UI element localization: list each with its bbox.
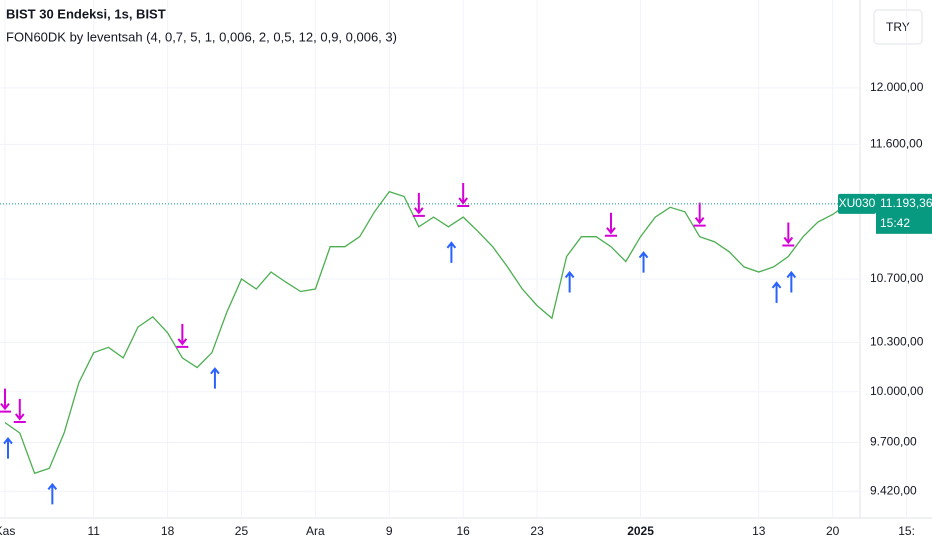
x-tick-label: 2025 bbox=[627, 524, 654, 538]
x-tick-label: 16 bbox=[457, 524, 471, 538]
x-tick-label: 13 bbox=[752, 524, 766, 538]
y-tick-label: 10.300,00 bbox=[870, 335, 924, 349]
y-tick-label: 10.700,00 bbox=[870, 271, 924, 285]
buy-arrow bbox=[47, 482, 58, 505]
x-tick-label: 25 bbox=[235, 524, 249, 538]
buy-arrow bbox=[564, 270, 575, 293]
y-tick-label: 10.000,00 bbox=[870, 384, 924, 398]
symbol-label: XU030 bbox=[839, 196, 876, 210]
sell-arrow bbox=[693, 202, 706, 227]
buy-arrow bbox=[210, 367, 220, 389]
chart-title: BIST 30 Endeksi, 1s, BIST bbox=[6, 6, 166, 21]
sell-arrow bbox=[13, 399, 26, 424]
y-tick-label: 9.700,00 bbox=[870, 435, 917, 449]
buy-arrow bbox=[446, 241, 457, 263]
sell-arrow bbox=[412, 192, 425, 217]
price-tag bbox=[876, 193, 932, 234]
buy-arrow bbox=[786, 270, 797, 293]
y-tick-label: 12.000,00 bbox=[870, 80, 924, 94]
price-line bbox=[4, 190, 848, 475]
last-price-label: 11.193,36 bbox=[880, 196, 932, 210]
indicator-label: FON60DK by leventsah (4, 0,7, 5, 1, 0,00… bbox=[6, 29, 397, 44]
x-tick-label: 18 bbox=[161, 524, 175, 538]
x-tick-label: 11 bbox=[87, 524, 100, 538]
y-tick-label: 11.600,00 bbox=[870, 137, 923, 151]
countdown: 15:42 bbox=[880, 216, 910, 230]
y-tick-label: 9.420,00 bbox=[870, 483, 917, 497]
sell-arrow bbox=[176, 323, 189, 348]
x-tick-label: 15: bbox=[898, 524, 915, 538]
buy-arrow bbox=[771, 281, 782, 303]
sell-arrow bbox=[0, 388, 11, 413]
x-tick-label: 23 bbox=[530, 524, 544, 538]
sell-arrow bbox=[457, 183, 470, 208]
x-tick-label: Kas bbox=[0, 524, 15, 538]
symbol-tag bbox=[838, 193, 876, 214]
sell-arrow bbox=[782, 222, 795, 247]
sell-arrow bbox=[604, 212, 617, 237]
plot bbox=[0, 0, 908, 518]
x-tick-label: 20 bbox=[826, 524, 840, 538]
currency[interactable]: TRY bbox=[886, 20, 910, 34]
x-tick-label: Ara bbox=[306, 524, 325, 538]
currency-button[interactable] bbox=[873, 9, 923, 45]
buy-arrow bbox=[638, 251, 649, 273]
buy-arrow bbox=[3, 437, 13, 459]
x-tick-label: 9 bbox=[386, 524, 393, 538]
